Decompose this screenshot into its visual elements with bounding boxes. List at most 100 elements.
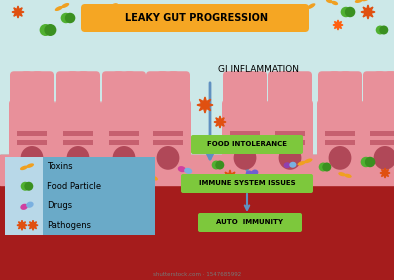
Text: Pathogens: Pathogens [47, 221, 91, 230]
Bar [0, 155, 394, 185]
FancyBboxPatch shape [223, 71, 245, 132]
Ellipse shape [374, 146, 394, 170]
Ellipse shape [61, 3, 69, 8]
Ellipse shape [289, 162, 296, 168]
Text: shutterstock.com · 1547685992: shutterstock.com · 1547685992 [153, 272, 241, 277]
FancyBboxPatch shape [9, 100, 55, 179]
FancyBboxPatch shape [385, 71, 394, 132]
Ellipse shape [338, 172, 346, 176]
FancyBboxPatch shape [67, 71, 89, 132]
Bar [153, 140, 183, 144]
FancyBboxPatch shape [78, 71, 100, 132]
FancyBboxPatch shape [124, 71, 146, 132]
Circle shape [87, 165, 97, 175]
Circle shape [45, 24, 56, 36]
Text: Toxins: Toxins [47, 162, 72, 171]
Circle shape [341, 7, 351, 17]
FancyBboxPatch shape [191, 135, 303, 154]
Bar [17, 130, 47, 136]
FancyBboxPatch shape [145, 100, 191, 179]
Text: AUTO  IMMUNITY: AUTO IMMUNITY [216, 219, 284, 225]
Ellipse shape [106, 5, 113, 9]
Ellipse shape [361, 0, 369, 1]
Bar [5, 157, 43, 176]
FancyBboxPatch shape [10, 71, 32, 132]
Text: FOOD INTOLERANCE: FOOD INTOLERANCE [207, 141, 287, 147]
Bar [275, 140, 305, 144]
Polygon shape [214, 116, 226, 128]
Bar [109, 140, 139, 144]
Ellipse shape [20, 165, 28, 170]
Ellipse shape [93, 16, 99, 22]
Ellipse shape [245, 171, 253, 176]
Bar [109, 130, 139, 136]
Bar [63, 140, 93, 144]
Ellipse shape [297, 161, 306, 165]
FancyBboxPatch shape [340, 71, 362, 132]
Ellipse shape [113, 146, 136, 170]
Text: IMMUNE SYSTEM ISSUES: IMMUNE SYSTEM ISSUES [199, 180, 296, 186]
Circle shape [215, 7, 225, 17]
Circle shape [125, 19, 136, 31]
Circle shape [120, 19, 132, 31]
Bar [17, 140, 47, 144]
Ellipse shape [154, 8, 163, 16]
FancyBboxPatch shape [267, 100, 313, 179]
Circle shape [83, 165, 93, 175]
FancyBboxPatch shape [146, 71, 168, 132]
FancyBboxPatch shape [81, 4, 309, 32]
Bar [5, 216, 43, 235]
Ellipse shape [186, 7, 193, 11]
Bar [5, 196, 43, 216]
Polygon shape [17, 220, 27, 230]
FancyBboxPatch shape [21, 71, 43, 132]
Circle shape [361, 157, 371, 167]
FancyBboxPatch shape [329, 71, 351, 132]
Circle shape [215, 160, 224, 169]
FancyBboxPatch shape [157, 71, 179, 132]
Polygon shape [197, 97, 213, 113]
Circle shape [40, 24, 52, 36]
Text: GI INFLAMMATION: GI INFLAMMATION [218, 66, 299, 74]
Bar [63, 130, 93, 136]
Ellipse shape [307, 3, 316, 9]
FancyBboxPatch shape [268, 71, 290, 132]
Ellipse shape [87, 13, 95, 18]
Circle shape [365, 157, 375, 167]
FancyBboxPatch shape [245, 71, 267, 132]
Ellipse shape [129, 164, 138, 169]
FancyBboxPatch shape [222, 100, 268, 179]
Ellipse shape [279, 146, 301, 170]
Ellipse shape [287, 11, 293, 16]
Ellipse shape [20, 146, 43, 170]
Polygon shape [223, 18, 233, 28]
Ellipse shape [251, 169, 258, 176]
Circle shape [212, 160, 221, 169]
Ellipse shape [326, 0, 333, 3]
FancyBboxPatch shape [55, 100, 101, 179]
Circle shape [345, 7, 355, 17]
Circle shape [42, 171, 51, 179]
Ellipse shape [284, 162, 291, 168]
Ellipse shape [67, 146, 89, 170]
FancyBboxPatch shape [279, 71, 301, 132]
Circle shape [65, 13, 75, 23]
Polygon shape [12, 6, 24, 18]
Circle shape [61, 13, 71, 23]
FancyBboxPatch shape [317, 100, 363, 179]
Circle shape [379, 25, 388, 34]
Text: Food Particle: Food Particle [47, 182, 101, 191]
Bar [325, 140, 355, 144]
FancyBboxPatch shape [234, 71, 256, 132]
Ellipse shape [156, 146, 179, 170]
Circle shape [24, 182, 33, 191]
Ellipse shape [344, 174, 352, 178]
Text: LEAKY GUT PROGRESSION: LEAKY GUT PROGRESSION [126, 13, 268, 23]
Ellipse shape [123, 165, 131, 170]
Ellipse shape [304, 158, 312, 163]
FancyBboxPatch shape [102, 71, 124, 132]
FancyBboxPatch shape [374, 71, 394, 132]
Circle shape [45, 171, 54, 179]
FancyBboxPatch shape [318, 71, 340, 132]
Ellipse shape [178, 166, 186, 172]
